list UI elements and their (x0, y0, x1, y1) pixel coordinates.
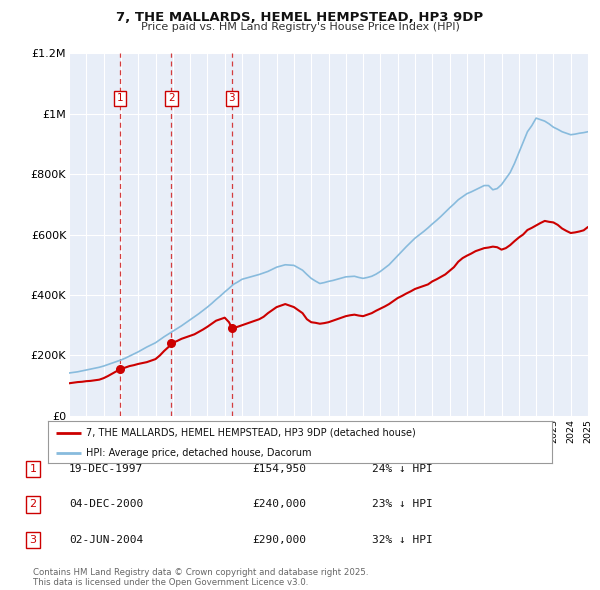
Text: 2: 2 (168, 93, 175, 103)
Text: 1: 1 (117, 93, 124, 103)
Text: £154,950: £154,950 (252, 464, 306, 474)
Text: 24% ↓ HPI: 24% ↓ HPI (372, 464, 433, 474)
Text: 19-DEC-1997: 19-DEC-1997 (69, 464, 143, 474)
Text: £240,000: £240,000 (252, 500, 306, 509)
Text: 02-JUN-2004: 02-JUN-2004 (69, 535, 143, 545)
Text: 32% ↓ HPI: 32% ↓ HPI (372, 535, 433, 545)
Text: 3: 3 (29, 535, 37, 545)
Text: 7, THE MALLARDS, HEMEL HEMPSTEAD, HP3 9DP: 7, THE MALLARDS, HEMEL HEMPSTEAD, HP3 9D… (116, 11, 484, 24)
Text: 23% ↓ HPI: 23% ↓ HPI (372, 500, 433, 509)
Text: 2: 2 (29, 500, 37, 509)
Text: 3: 3 (229, 93, 235, 103)
Text: £290,000: £290,000 (252, 535, 306, 545)
Text: 7, THE MALLARDS, HEMEL HEMPSTEAD, HP3 9DP (detached house): 7, THE MALLARDS, HEMEL HEMPSTEAD, HP3 9D… (86, 428, 416, 438)
Text: Price paid vs. HM Land Registry's House Price Index (HPI): Price paid vs. HM Land Registry's House … (140, 22, 460, 32)
Text: 04-DEC-2000: 04-DEC-2000 (69, 500, 143, 509)
Text: 1: 1 (29, 464, 37, 474)
Text: Contains HM Land Registry data © Crown copyright and database right 2025.
This d: Contains HM Land Registry data © Crown c… (33, 568, 368, 587)
Text: HPI: Average price, detached house, Dacorum: HPI: Average price, detached house, Daco… (86, 448, 311, 457)
